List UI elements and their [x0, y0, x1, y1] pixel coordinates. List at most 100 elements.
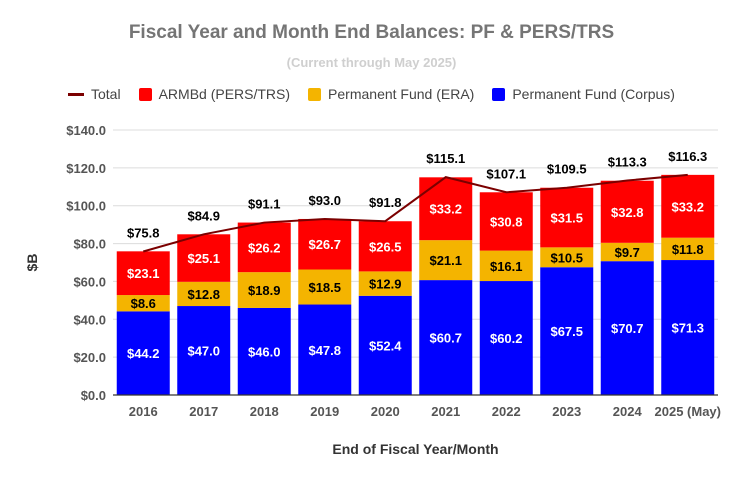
- bar-segment-label: $12.9: [369, 277, 402, 292]
- y-tick-label: $120.0: [66, 161, 106, 176]
- total-label: $116.3: [668, 149, 707, 164]
- total-label: $91.8: [369, 195, 402, 210]
- y-tick-label: $80.0: [73, 237, 106, 252]
- bar-segment: [419, 280, 473, 395]
- chart-title: Fiscal Year and Month End Balances: PF &…: [128, 22, 615, 43]
- chart-legend: Total ARMBd (PERS/TRS) Permanent Fund (E…: [0, 86, 743, 102]
- bar-segment: [358, 221, 412, 272]
- x-tick-label: 2016: [129, 404, 158, 419]
- bar-segment: [661, 174, 715, 238]
- bar-segment-label: $47.8: [308, 343, 341, 358]
- y-tick-label: $0.0: [81, 388, 106, 403]
- bar-segment-label: $33.2: [429, 202, 462, 217]
- y-tick-label: $60.0: [73, 274, 106, 289]
- bar-segment: [479, 192, 533, 251]
- y-tick-label: $100.0: [66, 199, 106, 214]
- bar-segment: [177, 281, 231, 307]
- total-label: $113.3: [608, 155, 647, 170]
- bar-segment-label: $46.0: [248, 344, 281, 359]
- legend-item-corpus: Permanent Fund (Corpus): [492, 86, 675, 102]
- x-tick-label: 2025 (May): [655, 404, 721, 419]
- total-label: $91.1: [248, 197, 281, 212]
- bar-segment-label: $16.1: [490, 259, 523, 274]
- data-labels: $44.2 $8.6 $23.1 $47.0 $12.8 $25.1 $46.0 $18.9 $…: [127, 149, 707, 361]
- bar-segment: [116, 251, 170, 296]
- bar-segment-label: $30.8: [490, 214, 523, 229]
- bar-segment: [661, 260, 715, 395]
- total-line: [142, 173, 688, 253]
- y-tick-label: $40.0: [73, 312, 106, 327]
- x-tick-label: 2018: [250, 404, 279, 419]
- bar-segment: [177, 234, 231, 282]
- bar-segment-label: $8.6: [131, 296, 156, 311]
- y-tick-label: $20.0: [73, 350, 106, 365]
- bar-segment: [540, 187, 594, 248]
- legend-item-armbd: ARMBd (PERS/TRS): [138, 86, 291, 102]
- legend-label-era: Permanent Fund (ERA): [328, 86, 475, 102]
- legend-label-corpus: Permanent Fund (Corpus): [512, 86, 675, 102]
- chart-subtitle: (Current through May 2025): [286, 55, 457, 70]
- legend-swatch-total: [68, 92, 84, 96]
- bars: [116, 174, 715, 395]
- bar-segment: [661, 237, 715, 261]
- bar-segment-label: $47.0: [187, 344, 220, 359]
- bar-segment: [177, 306, 231, 395]
- x-tick-label: 2022: [492, 404, 521, 419]
- x-tick-label: 2019: [310, 404, 339, 419]
- bar-segment-label: $18.9: [248, 283, 281, 298]
- bar-segment: [600, 242, 654, 262]
- bar-segment: [600, 261, 654, 395]
- total-label: $115.1: [426, 151, 465, 166]
- x-tick-label: 2021: [431, 404, 460, 419]
- legend-item-era: Permanent Fund (ERA): [308, 86, 474, 102]
- legend-swatch-armbd: [138, 87, 152, 101]
- bar-segment: [358, 295, 412, 395]
- total-label: $109.5: [547, 162, 587, 177]
- bar-segment: [116, 295, 170, 312]
- bar-segment-label: $67.5: [550, 324, 583, 339]
- total-line-path: [142, 173, 688, 253]
- total-label: $75.8: [127, 226, 160, 241]
- legend-label-armbd: ARMBd (PERS/TRS): [158, 86, 291, 102]
- bar-segment: [298, 269, 352, 305]
- bar-segment-label: $71.3: [671, 321, 704, 336]
- legend-label-total: Total: [91, 86, 121, 102]
- bar-segment-label: $23.1: [127, 266, 160, 281]
- bar-segment: [358, 271, 412, 296]
- legend-swatch-corpus: [492, 87, 506, 101]
- bar-segment: [298, 304, 352, 395]
- bar-segment-label: $26.5: [369, 239, 402, 254]
- x-tick-label: 2017: [189, 404, 218, 419]
- bar-segment-label: $52.4: [369, 338, 402, 353]
- bar-segment: [419, 240, 473, 281]
- bar-segment-label: $25.1: [187, 251, 220, 266]
- bar-segment: [298, 218, 352, 270]
- bar-segment: [540, 247, 594, 268]
- bar-segment-label: $70.7: [611, 321, 644, 336]
- bar-segment-label: $26.2: [248, 240, 281, 255]
- bar-segment-label: $18.5: [308, 280, 341, 295]
- total-label: $107.1: [486, 166, 526, 181]
- total-label: $93.0: [308, 193, 341, 208]
- x-axis-title: End of Fiscal Year/Month: [332, 441, 498, 457]
- bar-segment: [237, 272, 291, 308]
- bar-segment: [600, 180, 654, 243]
- x-tick-label: 2020: [371, 404, 400, 419]
- bar-segment-label: $11.8: [672, 242, 704, 257]
- legend-swatch-era: [308, 87, 322, 101]
- bar-segment-label: $21.1: [429, 253, 462, 268]
- bar-segment: [479, 281, 533, 395]
- bar-segment-label: $60.7: [429, 331, 462, 346]
- legend-item-total: Total: [68, 86, 121, 102]
- bar-segment-label: $9.7: [615, 245, 640, 260]
- axes: $0.0 $20.0 $40.0 $60.0 $80.0 $100.0 $120.0 $140…: [24, 123, 721, 457]
- bar-segment-label: $44.2: [127, 346, 160, 361]
- bar-segment: [540, 267, 594, 395]
- y-axis-title: $B: [24, 254, 40, 272]
- y-tick-label: $140.0: [66, 123, 106, 138]
- bar-segment-label: $12.8: [187, 287, 220, 302]
- bar-segment-label: $26.7: [308, 237, 341, 252]
- bar-segment: [419, 177, 473, 241]
- bar-segment-label: $31.5: [550, 211, 583, 226]
